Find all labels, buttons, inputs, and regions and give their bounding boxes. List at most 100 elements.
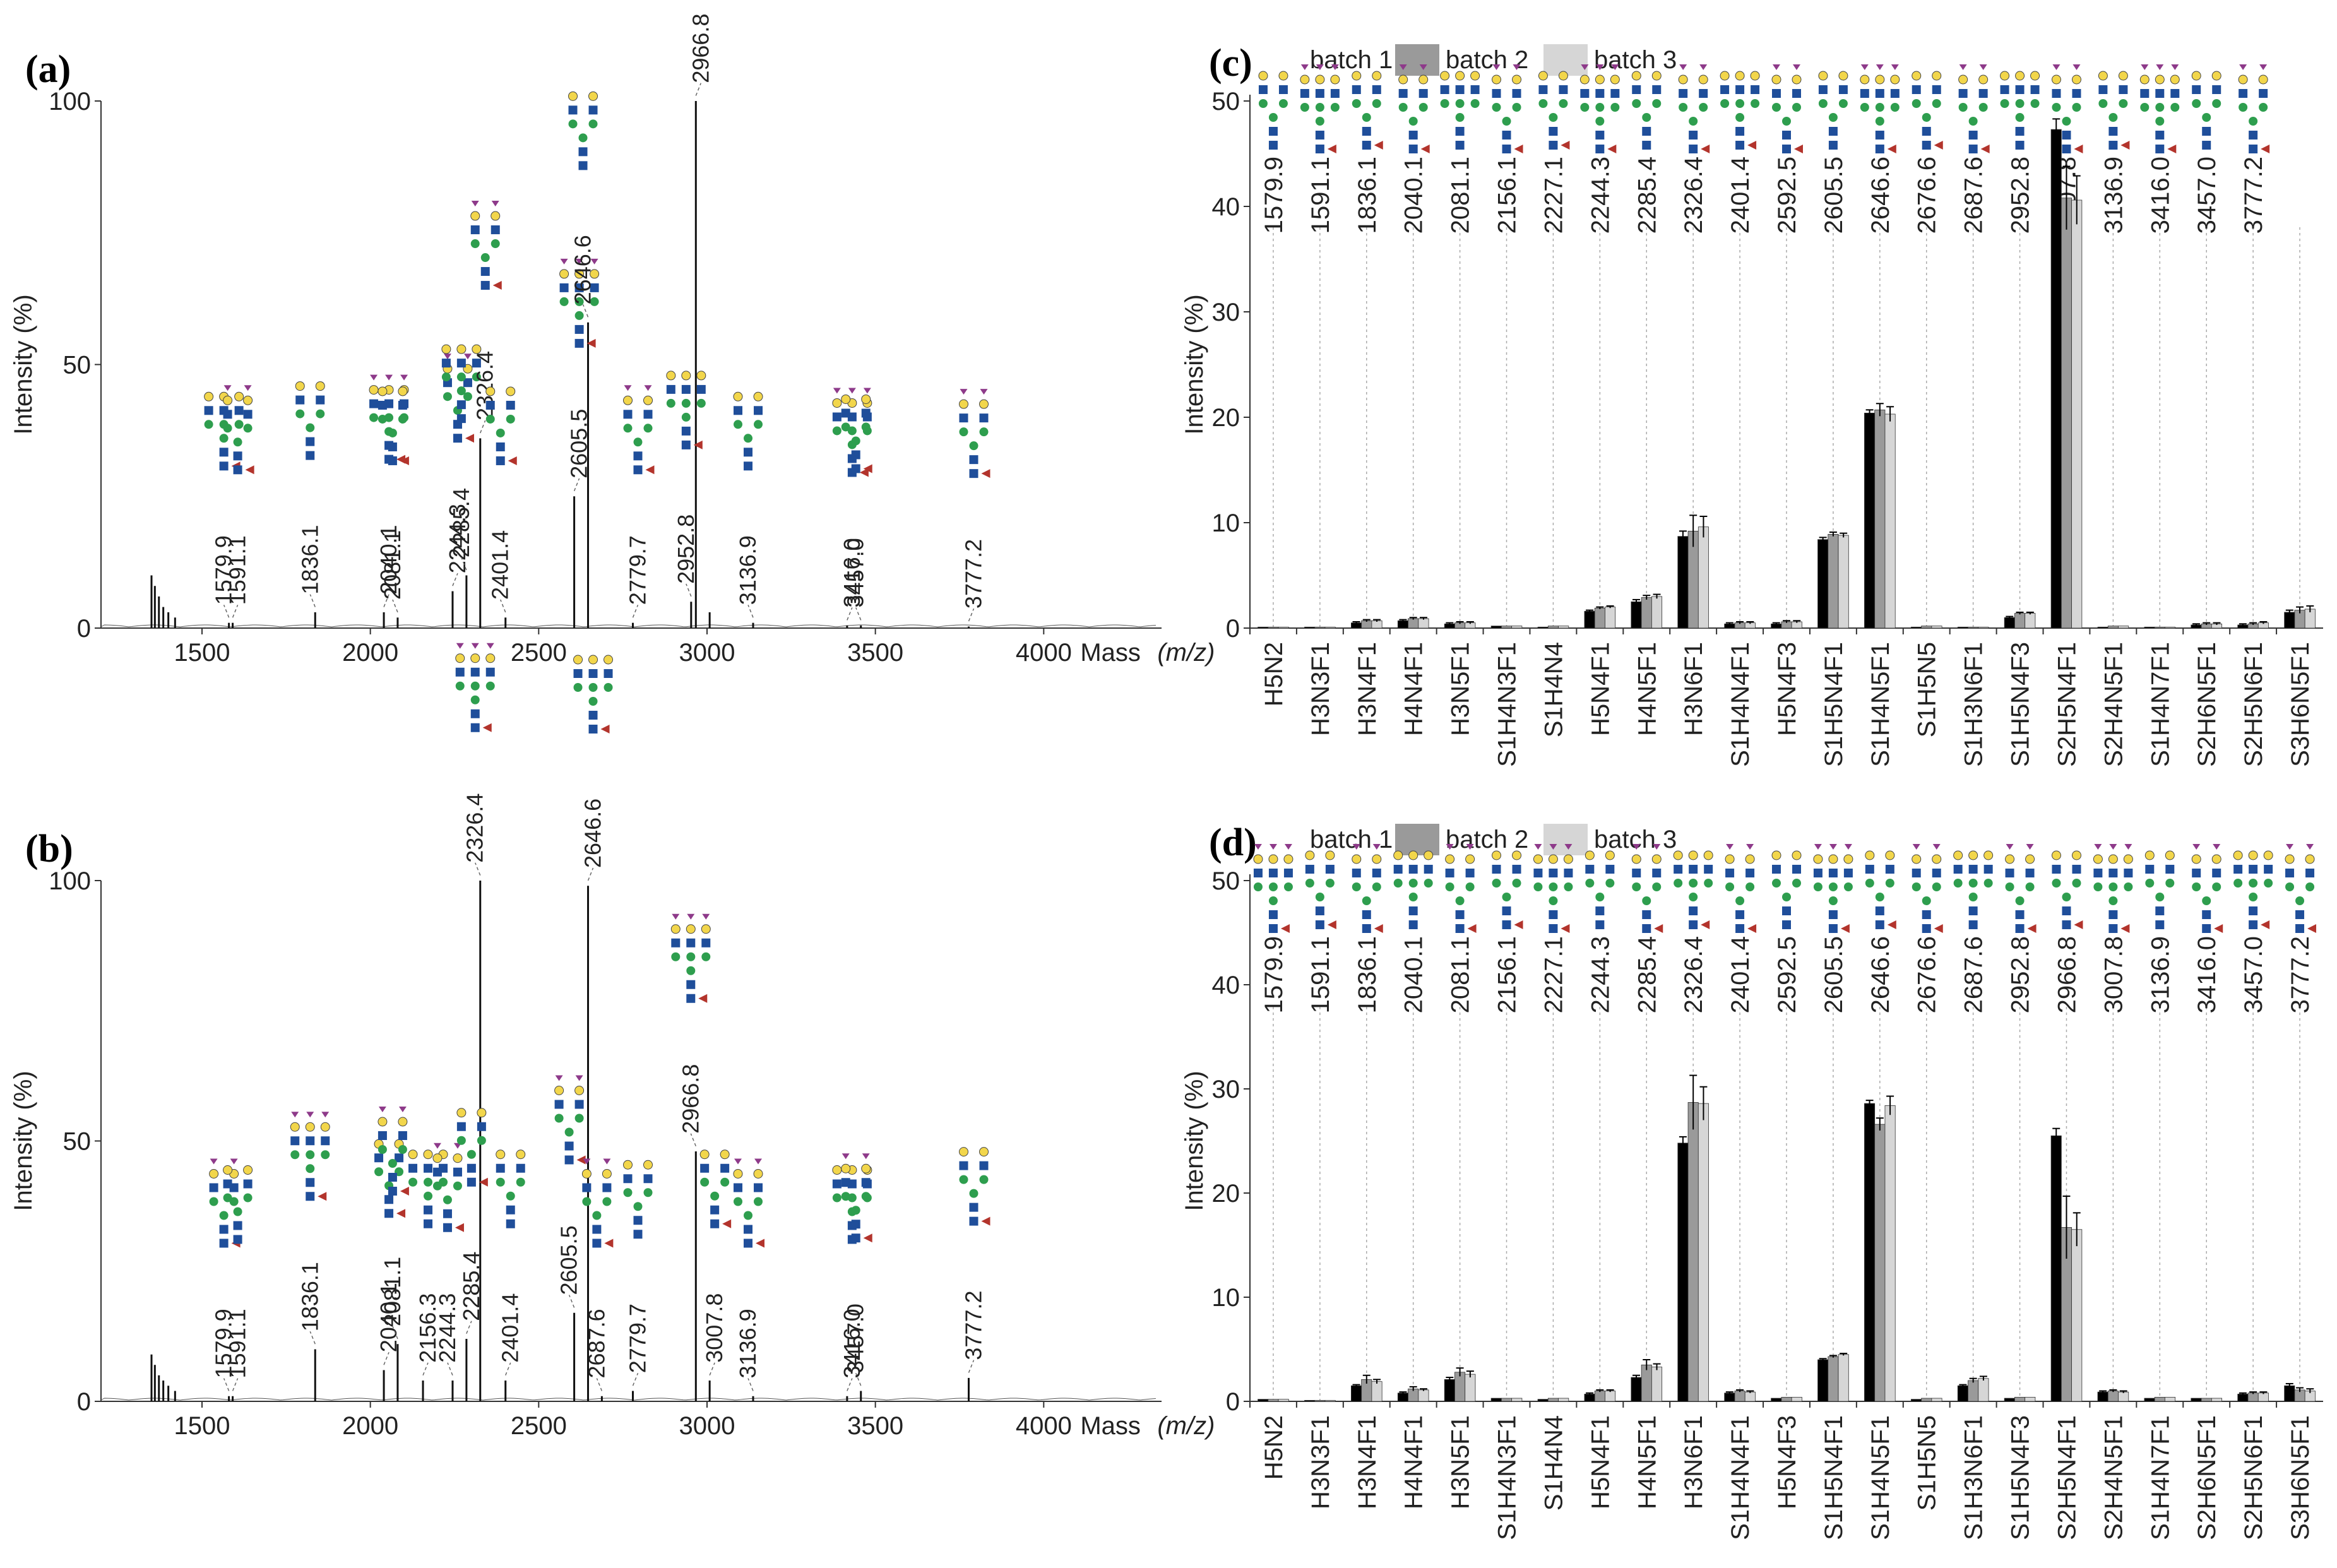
fucose-icon bbox=[2074, 920, 2083, 929]
glycan-structure-icon bbox=[1771, 64, 1803, 153]
mass-label: 2326.4 bbox=[472, 351, 498, 420]
mass-label: 2966.8 bbox=[687, 14, 713, 83]
glcnac-icon bbox=[734, 1183, 743, 1192]
mannose-icon bbox=[2072, 103, 2081, 112]
glcnac-icon bbox=[701, 938, 711, 947]
glcnac-icon bbox=[1330, 89, 1340, 98]
mass-label: 1579.9 bbox=[1260, 936, 1288, 1013]
sialic-acid-icon bbox=[400, 374, 408, 381]
bar bbox=[1511, 626, 1523, 629]
legend-label: batch 3 bbox=[1594, 826, 1677, 853]
mannose-icon bbox=[388, 428, 397, 437]
sialic-acid-icon bbox=[443, 353, 451, 360]
glcnac-icon bbox=[1968, 145, 1978, 153]
fucose-icon bbox=[981, 469, 990, 478]
glcnac-icon bbox=[1968, 920, 1978, 929]
glcnac-icon bbox=[2052, 89, 2061, 98]
glcnac-icon bbox=[2239, 89, 2248, 98]
annotation-leader bbox=[747, 1378, 754, 1391]
annotation-leader bbox=[309, 594, 316, 607]
galactose-icon bbox=[491, 211, 501, 221]
mannose-icon bbox=[485, 414, 495, 424]
category-label: H4N5F1 bbox=[1633, 642, 1661, 736]
fucose-icon bbox=[1607, 145, 1617, 153]
category-label: S1H4N3F1 bbox=[1494, 642, 1521, 767]
glcnac-icon bbox=[1792, 89, 1801, 98]
galactose-icon bbox=[559, 269, 569, 279]
category-label: H3N6F1 bbox=[1680, 1415, 1708, 1509]
mannose-icon bbox=[574, 297, 584, 306]
glcnac-icon bbox=[861, 408, 871, 418]
mannose-icon bbox=[588, 683, 598, 692]
glcnac-icon bbox=[290, 1136, 300, 1146]
glycan-structure-icon bbox=[1673, 850, 1713, 929]
galactose-icon bbox=[1253, 854, 1263, 864]
sialic-acid-icon bbox=[848, 388, 856, 394]
mannose-icon bbox=[1958, 103, 1968, 112]
galactose-icon bbox=[1792, 74, 1802, 85]
sialic-acid-icon bbox=[486, 643, 494, 649]
galactose-icon bbox=[1983, 850, 1994, 860]
sialic-acid-icon bbox=[590, 258, 598, 264]
galactose-icon bbox=[496, 1149, 506, 1160]
mass-label: 2081.1 bbox=[1447, 936, 1475, 1013]
mannose-icon bbox=[1455, 896, 1465, 905]
sialic-acid-icon bbox=[1632, 844, 1641, 850]
glcnac-icon bbox=[491, 225, 500, 235]
galactose-icon bbox=[2098, 71, 2108, 81]
glcnac-icon bbox=[506, 1205, 515, 1215]
glcnac-icon bbox=[1268, 910, 1278, 919]
mannose-icon bbox=[485, 681, 495, 691]
mass-label: 2285.4 bbox=[458, 1252, 484, 1321]
x-tick-label: 2500 bbox=[511, 1412, 567, 1440]
mass-label: 2244.3 bbox=[1586, 157, 1614, 234]
bar bbox=[1884, 413, 1896, 629]
glcnac-icon bbox=[1549, 869, 1558, 877]
glcnac-icon bbox=[2062, 131, 2071, 140]
fucose-icon bbox=[1467, 924, 1477, 933]
glycan-structure-icon bbox=[959, 1147, 990, 1226]
glycan-structure-icon bbox=[1865, 850, 1896, 929]
mass-label: 2285.4 bbox=[1633, 936, 1661, 1013]
mannose-icon bbox=[592, 1211, 602, 1220]
annotation-leader bbox=[690, 1133, 696, 1147]
glycan-structure-icon bbox=[1720, 71, 1760, 150]
glcnac-icon bbox=[2192, 869, 2201, 877]
x-tick-label: 2000 bbox=[342, 1412, 398, 1440]
mass-label: 2952.8 bbox=[2007, 157, 2035, 234]
annotation-leader bbox=[568, 1295, 575, 1308]
bar bbox=[1594, 1391, 1605, 1402]
mannose-icon bbox=[295, 409, 305, 419]
glcnac-icon bbox=[2108, 869, 2118, 877]
mannose-icon bbox=[463, 392, 472, 401]
glcnac-icon bbox=[1408, 131, 1418, 140]
glcnac-icon bbox=[2015, 910, 2025, 919]
galactose-icon bbox=[2305, 854, 2315, 864]
fucose-icon bbox=[586, 338, 596, 348]
fucose-icon bbox=[645, 465, 655, 475]
mannose-icon bbox=[643, 1188, 653, 1197]
galactose-icon bbox=[1828, 854, 1838, 864]
galactose-icon bbox=[485, 386, 496, 396]
sialic-acid-icon bbox=[471, 643, 479, 649]
glcnac-icon bbox=[2015, 924, 2025, 933]
glcnac-icon bbox=[1455, 910, 1465, 919]
mannose-icon bbox=[681, 398, 691, 408]
glcnac-icon bbox=[1875, 906, 1884, 915]
glcnac-icon bbox=[1492, 865, 1501, 874]
glycan-structure-icon bbox=[1445, 844, 1477, 933]
mannose-icon bbox=[1418, 103, 1428, 112]
galactose-icon bbox=[861, 394, 871, 404]
glcnac-icon bbox=[1470, 85, 1480, 94]
mannose-icon bbox=[2259, 103, 2268, 112]
glcnac-icon bbox=[841, 1178, 850, 1187]
sialic-acid-icon bbox=[2141, 64, 2149, 70]
glycan-structure-icon bbox=[699, 1149, 732, 1228]
glcnac-icon bbox=[1792, 865, 1801, 874]
glycan-structure-icon bbox=[470, 201, 502, 290]
mannose-icon bbox=[959, 427, 968, 437]
fucose-icon bbox=[863, 1233, 872, 1243]
glcnac-icon bbox=[388, 456, 397, 465]
legend-swatch bbox=[1543, 44, 1588, 76]
glcnac-icon bbox=[959, 413, 968, 423]
